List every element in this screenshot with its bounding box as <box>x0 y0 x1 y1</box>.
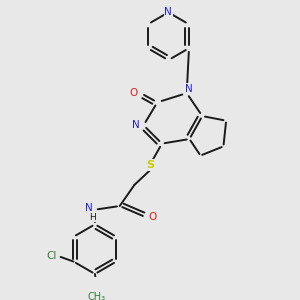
Text: O: O <box>148 212 157 222</box>
Text: H: H <box>89 212 96 221</box>
Text: Cl: Cl <box>46 251 57 261</box>
Text: N: N <box>185 84 192 94</box>
Text: N: N <box>164 8 172 17</box>
Text: N: N <box>85 203 92 213</box>
Text: O: O <box>129 88 138 98</box>
Text: N: N <box>132 120 140 130</box>
Text: CH₃: CH₃ <box>88 292 106 300</box>
Text: S: S <box>146 160 154 170</box>
